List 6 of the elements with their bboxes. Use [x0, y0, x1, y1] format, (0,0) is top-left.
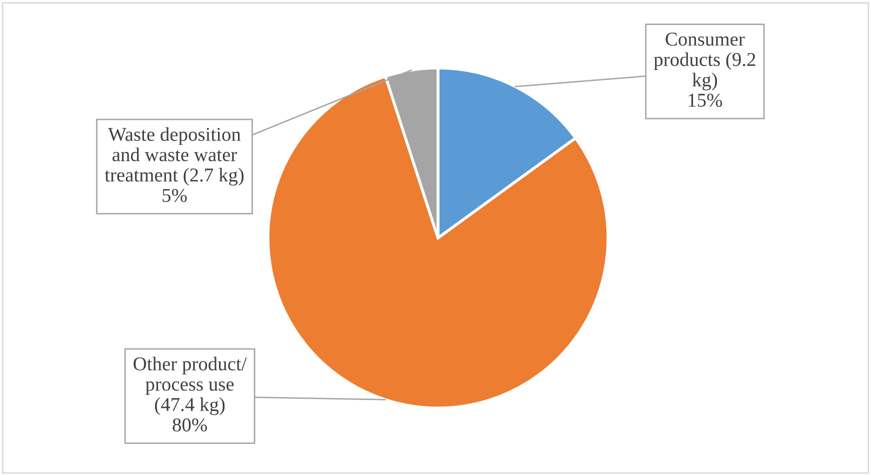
data-label: 15% [688, 94, 722, 107]
data-label: 80% [172, 418, 207, 432]
slice-label: Other product/ process use (47.4 kg) [134, 356, 247, 416]
slice-label: Waste deposition and waste water treatment (2.7 kg) [104, 127, 244, 186]
data-label: 5% [162, 188, 187, 202]
slice-label: Consumer products (9.2 kg) [654, 32, 756, 90]
